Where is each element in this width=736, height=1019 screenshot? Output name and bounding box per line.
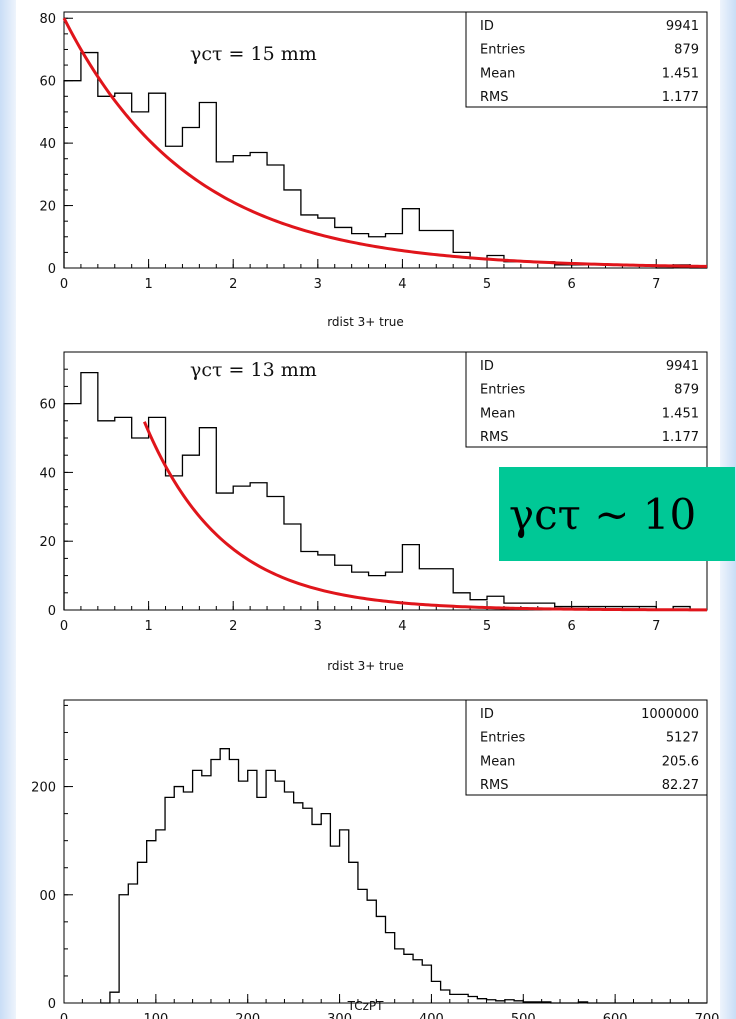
stats-value: 1.177 bbox=[662, 430, 699, 445]
x-tick-label: 0 bbox=[60, 277, 68, 292]
stats-label: Mean bbox=[480, 406, 515, 421]
y-tick-label: 40 bbox=[39, 137, 56, 152]
y-tick-label: 0 bbox=[48, 604, 56, 619]
plot-frame bbox=[63, 699, 708, 1004]
x-tick-label: 3 bbox=[314, 277, 322, 292]
x-tick-label: 500 bbox=[511, 1012, 536, 1019]
stats-value: 879 bbox=[674, 383, 699, 398]
slide-left-gradient bbox=[0, 0, 16, 1019]
x-tick-label: 300 bbox=[327, 1012, 352, 1019]
gamma-c-tau-annotation: γcτ = 15 mm bbox=[190, 43, 317, 65]
x-tick-label: 4 bbox=[398, 619, 406, 634]
stats-label: RMS bbox=[480, 430, 509, 445]
stats-label: RMS bbox=[480, 90, 509, 105]
x-tick-label: 100 bbox=[143, 1012, 168, 1019]
histogram-panel-2: 0 1 2 3 4 5 6 7 0 20 40 60 γcτ = 13 mm ID 9941 Entries 8… bbox=[39, 351, 708, 673]
x-tick-label: 6 bbox=[567, 619, 575, 634]
x-tick-label: 0 bbox=[60, 619, 68, 634]
x-axis-title: rdist 3+ true bbox=[327, 659, 404, 673]
histogram-bins bbox=[63, 371, 707, 611]
stats-box bbox=[465, 11, 708, 108]
histogram-panel-1: 0 1 2 3 4 5 6 7 0 20 40 60 80 γcτ = 15 mm ID 9941 Entrie… bbox=[39, 11, 708, 329]
x-tick-label: 4 bbox=[398, 277, 406, 292]
stats-value: 82.27 bbox=[662, 778, 699, 793]
y-tick-label: 20 bbox=[39, 535, 56, 550]
y-tick-label: 20 bbox=[39, 200, 56, 215]
x-tick-label: 700 bbox=[695, 1012, 720, 1019]
stats-label: Entries bbox=[480, 43, 526, 58]
stats-value: 9941 bbox=[666, 359, 699, 374]
stats-value: 1.451 bbox=[662, 406, 699, 421]
stats-label: ID bbox=[480, 359, 494, 374]
stats-value: 205.6 bbox=[662, 754, 699, 769]
stats-label: Entries bbox=[480, 731, 526, 746]
histogram-panel-3: 0100200300400500600700000200ID1000000Ent… bbox=[31, 699, 720, 1019]
y-tick-label: 80 bbox=[39, 12, 56, 27]
stats-label: Mean bbox=[480, 66, 515, 81]
exponential-fit-curve bbox=[142, 421, 707, 612]
stats-value: 9941 bbox=[666, 19, 699, 34]
stats-box bbox=[465, 351, 708, 448]
x-tick-label: 2 bbox=[229, 277, 237, 292]
histogram-bins bbox=[63, 51, 707, 269]
stats-label: Mean bbox=[480, 754, 515, 769]
x-tick-label: 5 bbox=[483, 277, 491, 292]
stats-value: 879 bbox=[674, 43, 699, 58]
histogram-bins bbox=[100, 748, 707, 1004]
x-tick-label: 1 bbox=[144, 277, 152, 292]
x-tick-label: 7 bbox=[652, 277, 660, 292]
x-tick-label: 400 bbox=[419, 1012, 444, 1019]
x-tick-label: 0 bbox=[60, 1012, 68, 1019]
x-tick-label: 7 bbox=[652, 619, 660, 634]
stats-value: 5127 bbox=[666, 731, 699, 746]
x-axis-title: rdist 3+ true bbox=[327, 315, 404, 329]
y-tick-label: 40 bbox=[39, 466, 56, 481]
x-tick-label: 2 bbox=[229, 619, 237, 634]
stats-label: RMS bbox=[480, 778, 509, 793]
x-tick-label: 600 bbox=[603, 1012, 628, 1019]
x-tick-label: 6 bbox=[567, 277, 575, 292]
y-tick-label: 0 bbox=[48, 262, 56, 277]
gamma-c-tau-annotation: γcτ = 13 mm bbox=[190, 359, 317, 381]
x-tick-label: 3 bbox=[314, 619, 322, 634]
x-tick-label: 200 bbox=[235, 1012, 260, 1019]
y-tick-label: 200 bbox=[31, 781, 56, 796]
x-tick-label: 5 bbox=[483, 619, 491, 634]
stats-label: Entries bbox=[480, 383, 526, 398]
stats-box bbox=[465, 699, 708, 796]
x-tick-label: 1 bbox=[144, 619, 152, 634]
gamma-c-tau-callout: γcτ ~ 10 bbox=[499, 467, 735, 561]
y-tick-label: 60 bbox=[39, 75, 56, 90]
stats-label: ID bbox=[480, 19, 494, 34]
x-axis-title: TCzPT bbox=[347, 999, 385, 1013]
y-tick-label: 00 bbox=[39, 889, 56, 904]
y-tick-label: 0 bbox=[48, 997, 56, 1012]
stats-value: 1.451 bbox=[662, 66, 699, 81]
stats-value: 1000000 bbox=[641, 707, 699, 722]
stats-label: ID bbox=[480, 707, 494, 722]
exponential-fit-curve bbox=[62, 17, 708, 268]
y-tick-label: 60 bbox=[39, 398, 56, 413]
stats-value: 1.177 bbox=[662, 90, 699, 105]
